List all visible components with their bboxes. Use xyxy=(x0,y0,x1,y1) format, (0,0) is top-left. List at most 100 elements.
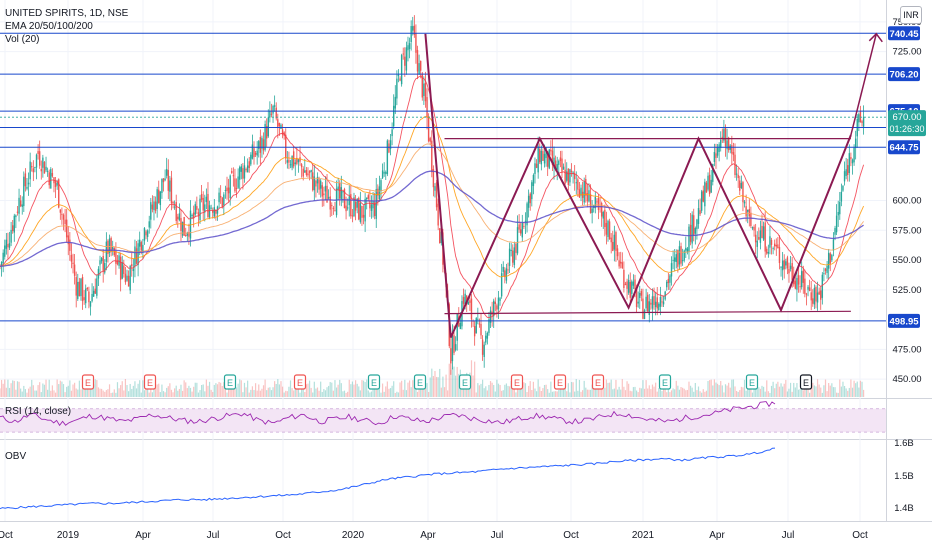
volume-bar xyxy=(212,391,214,397)
candle-body xyxy=(402,53,404,55)
candle-body xyxy=(454,344,457,351)
volume-bar xyxy=(123,390,125,397)
candle-body xyxy=(804,278,806,294)
rsi-label[interactable]: RSI (14, close) xyxy=(5,406,72,417)
volume-bar xyxy=(712,385,714,397)
candle-body xyxy=(21,204,23,207)
candle-body xyxy=(534,163,536,175)
obv-tick-label: 1.4B xyxy=(894,503,914,514)
rsi-line xyxy=(0,401,776,427)
candle-body xyxy=(647,294,649,312)
volume-bar xyxy=(750,383,752,397)
candle-body xyxy=(545,147,547,159)
volume-bar xyxy=(135,388,138,397)
volume-bar xyxy=(353,384,355,397)
volume-bar xyxy=(528,385,530,397)
volume-bar xyxy=(296,386,298,397)
candle-body xyxy=(8,243,11,248)
volume-bar xyxy=(188,385,190,397)
candle-body xyxy=(554,160,557,171)
volume-legend[interactable]: Vol (20) xyxy=(5,34,40,45)
volume-bar xyxy=(699,391,701,397)
volume-bar xyxy=(121,381,123,397)
candle-body xyxy=(586,193,589,202)
volume-bar xyxy=(120,385,122,397)
volume-bar xyxy=(753,383,755,397)
candle-body xyxy=(40,168,42,172)
volume-bar xyxy=(191,391,193,397)
candle-body xyxy=(356,198,358,208)
candle-body xyxy=(480,324,482,336)
volume-bar xyxy=(335,387,338,397)
candle-body xyxy=(424,82,427,102)
candle-body xyxy=(86,287,89,290)
earnings-marker xyxy=(81,374,95,390)
candle-body xyxy=(278,123,281,126)
candle-body xyxy=(310,170,312,172)
candle-body xyxy=(123,265,125,274)
candle-body xyxy=(316,176,319,184)
volume-bar xyxy=(624,390,627,397)
candle-body xyxy=(108,238,111,253)
candle-body xyxy=(800,271,803,288)
volume-bar xyxy=(550,381,552,397)
candle-body xyxy=(200,194,203,200)
candle-body xyxy=(16,211,19,213)
candle-body xyxy=(678,246,681,265)
candle-body xyxy=(119,256,122,280)
candle-body xyxy=(389,140,392,150)
candle-body xyxy=(196,206,198,210)
volume-bar xyxy=(437,377,439,397)
candle-body xyxy=(437,203,439,226)
candle-body xyxy=(508,248,511,266)
obv-label[interactable]: OBV xyxy=(5,451,27,462)
volume-bar xyxy=(631,391,633,397)
candle-body xyxy=(291,155,293,168)
candle-body xyxy=(245,168,247,171)
candle-body xyxy=(415,33,417,53)
candle-body xyxy=(172,201,174,204)
volume-bar xyxy=(64,392,66,397)
volume-bar xyxy=(229,382,231,397)
candle-body xyxy=(146,230,149,237)
candle-body xyxy=(42,157,44,168)
candle-body xyxy=(483,344,485,357)
currency-badge[interactable]: INR xyxy=(900,6,922,24)
candle-body xyxy=(232,175,235,177)
volume-bar xyxy=(616,389,619,397)
volume-bar xyxy=(45,379,47,397)
candle-body xyxy=(305,170,308,175)
price-tick-label: 450.00 xyxy=(892,374,921,385)
volume-bar xyxy=(48,379,50,397)
candle-body xyxy=(102,255,104,272)
earnings-marker-label: E xyxy=(803,378,809,388)
candle-body xyxy=(673,257,676,262)
ema-legend[interactable]: EMA 20/50/100/200 xyxy=(5,21,93,32)
candle-body xyxy=(140,242,142,251)
volume-bar xyxy=(204,391,206,397)
candle-body xyxy=(204,204,206,213)
candle-body xyxy=(148,221,150,228)
level-label-box xyxy=(888,67,920,82)
time-tick-label: Oct xyxy=(852,530,868,541)
candle-body xyxy=(246,165,249,173)
candle-body xyxy=(154,201,157,211)
volume-bar xyxy=(772,381,774,397)
volume-bar xyxy=(589,389,592,397)
candle-body xyxy=(386,140,389,175)
volume-bar xyxy=(367,390,369,397)
volume-bar xyxy=(628,383,630,397)
volume-bar xyxy=(331,382,333,397)
volume-bar xyxy=(39,382,41,397)
candle-body xyxy=(626,281,628,289)
candle-body xyxy=(231,170,233,174)
volume-bar xyxy=(31,379,33,397)
candle-body xyxy=(61,213,63,215)
candle-body xyxy=(43,162,46,174)
candle-body xyxy=(313,176,316,191)
candle-body xyxy=(686,248,689,253)
volume-bar xyxy=(32,385,34,397)
earnings-marker xyxy=(293,374,307,390)
candle-body xyxy=(464,293,466,306)
